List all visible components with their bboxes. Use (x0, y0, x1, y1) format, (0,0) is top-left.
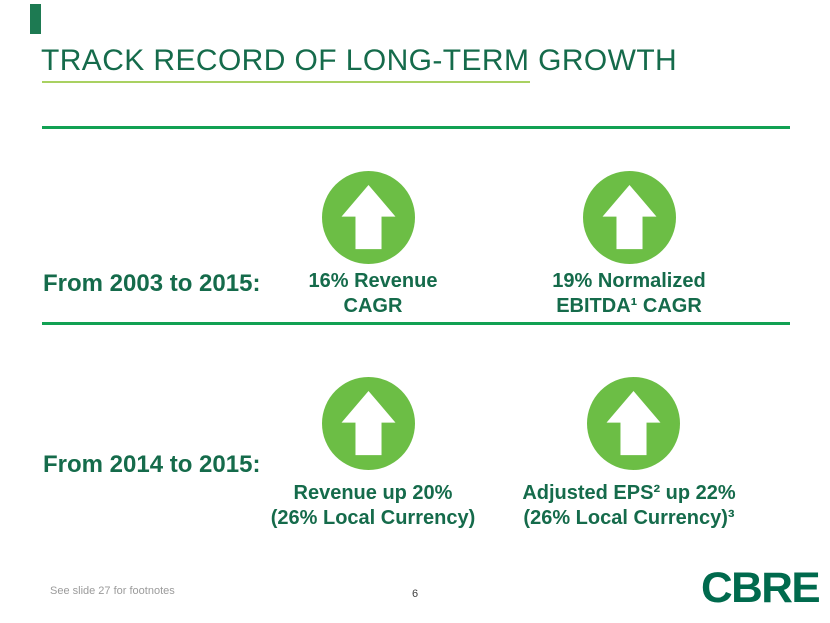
page-number: 6 (411, 588, 419, 600)
up-arrow-icon (322, 377, 415, 470)
stat-line: (26% Local Currency) (270, 507, 476, 529)
stat-line: 19% Normalized (552, 270, 706, 292)
stat-ebitda-cagr: 19% Normalized EBITDA¹ CAGR (514, 269, 744, 319)
slide-accent-bar (30, 4, 41, 34)
row-label-2014-2015: From 2014 to 2015: (43, 451, 261, 478)
row-label-2003-2015: From 2003 to 2015: (43, 270, 261, 297)
up-arrow-icon (587, 377, 680, 470)
stat-line: EBITDA¹ CAGR (556, 295, 702, 317)
stat-line: 16% Revenue (308, 270, 438, 292)
stat-revenue-cagr: 16% Revenue CAGR (258, 269, 488, 319)
footnote-text: See slide 27 for footnotes (50, 585, 175, 597)
stat-line: (26% Local Currency)³ (523, 507, 735, 529)
slide-title: TRACK RECORD OF LONG-TERM GROWTH (41, 44, 678, 77)
cbre-logo: CBRE (701, 564, 821, 612)
stat-revenue-up: Revenue up 20% (26% Local Currency) (248, 481, 498, 531)
title-underline (42, 81, 530, 83)
stat-line: CAGR (343, 295, 403, 317)
section-divider (42, 126, 790, 129)
stat-adjusted-eps-up: Adjusted EPS² up 22% (26% Local Currency… (504, 481, 754, 531)
up-arrow-icon (583, 171, 676, 264)
stat-line: Revenue up 20% (293, 482, 453, 504)
section-divider (42, 322, 790, 325)
stat-line: Adjusted EPS² up 22% (522, 482, 736, 504)
up-arrow-icon (322, 171, 415, 264)
